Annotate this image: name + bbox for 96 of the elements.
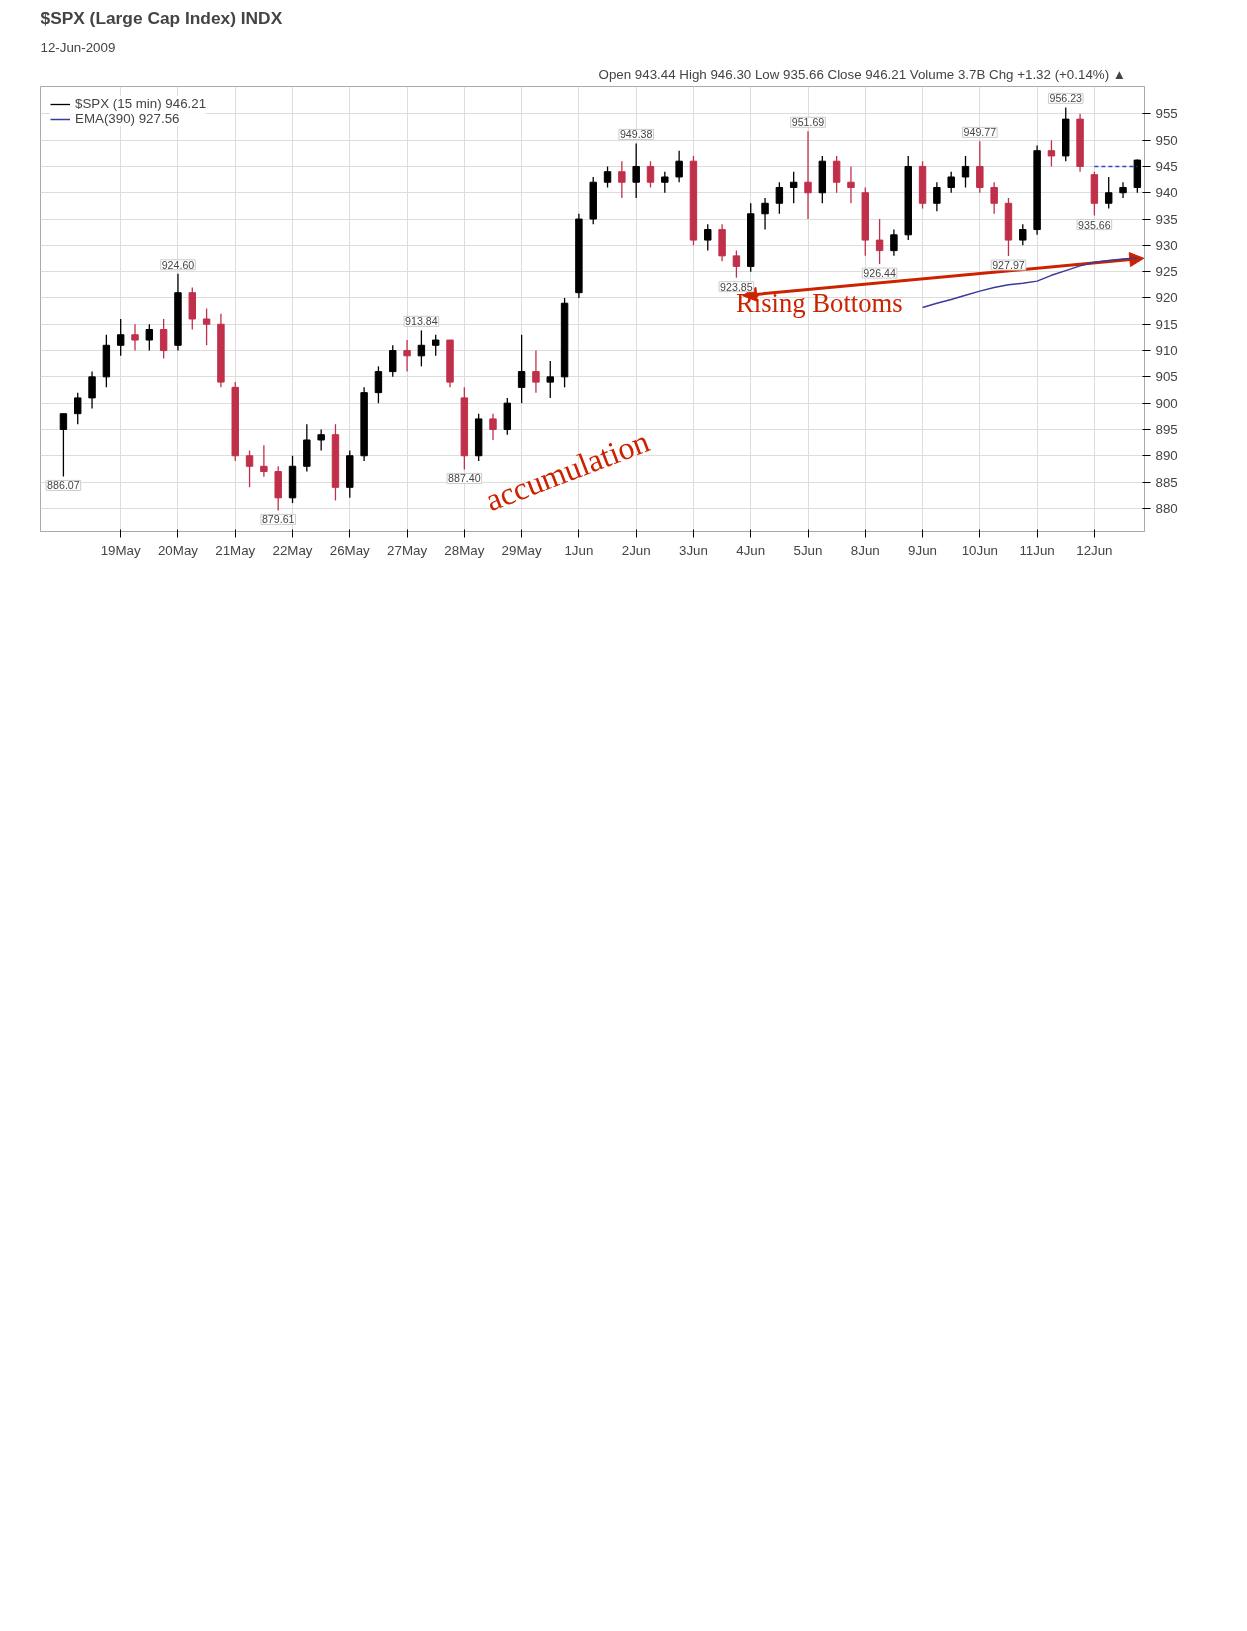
y-tick-label: 905 [1155, 369, 1178, 385]
candlestick [661, 171, 669, 194]
x-tick-label: 19May [100, 542, 142, 558]
candlestick [546, 360, 554, 399]
y-tick-label: 915 [1155, 316, 1178, 332]
x-tick-label: 29May [501, 542, 542, 558]
x-tick-label: 22May [272, 542, 313, 558]
candlestick [832, 155, 841, 194]
annotation: 935.66 [1078, 218, 1111, 231]
candlestick [131, 323, 139, 352]
candlestick [317, 428, 325, 452]
y-tick-label: 930 [1155, 237, 1178, 253]
y-tick-label: 920 [1155, 290, 1178, 306]
x-tick-label: 4Jun [736, 542, 766, 558]
x-tick-label: 9Jun [908, 542, 938, 558]
x-tick-label: 11Jun [1019, 542, 1055, 558]
candlestick [88, 370, 96, 410]
candlestick [875, 218, 884, 265]
candlestick [245, 449, 254, 488]
annotation: 924.60 [161, 258, 195, 271]
candlestick [417, 329, 426, 367]
candlestick [618, 160, 626, 199]
candlestick [847, 165, 855, 204]
x-tick-label: 8Jun [850, 542, 880, 558]
candlestick [532, 349, 540, 394]
candlestick [933, 181, 941, 212]
legend-label: EMA(390) 927.56 [75, 111, 180, 126]
y-tick-label: 940 [1155, 185, 1178, 201]
y-tick-label: 910 [1155, 343, 1178, 359]
candlestick [804, 130, 812, 220]
candlestick [761, 197, 769, 231]
y-tick-label: 890 [1155, 448, 1178, 464]
x-tick-label: 1Jun [564, 542, 594, 558]
candlestick [116, 318, 125, 357]
y-tick-label: 880 [1155, 500, 1178, 516]
annotation: 887.40 [448, 472, 481, 485]
candlestick [976, 140, 984, 194]
candlestick [403, 339, 411, 373]
candlestick [646, 160, 655, 189]
annotation: 949.38 [619, 128, 653, 141]
candlestick [260, 444, 268, 478]
x-tick-label: 27May [387, 542, 428, 558]
y-tick-label: 900 [1155, 395, 1178, 411]
x-tick-label: 10Jun [961, 542, 998, 558]
candlestick [603, 165, 612, 189]
candlestick [704, 223, 712, 252]
candlestick [59, 413, 68, 478]
chart-subtitle: 12-Jun-2009 [40, 39, 116, 55]
x-tick-label: 5Jun [793, 542, 823, 558]
y-tick-label: 945 [1155, 158, 1178, 174]
candlestick [990, 181, 998, 215]
candlestick [202, 307, 211, 346]
annotation: 886.07 [47, 479, 80, 492]
legend-label: $SPX (15 min) 946.21 [75, 96, 207, 111]
candlestick [675, 150, 683, 183]
x-tick-label: 21May [215, 542, 256, 558]
candlestick [374, 365, 383, 404]
x-tick-label: 3Jun [679, 542, 708, 558]
candlestick [431, 334, 440, 357]
x-tick-label: 2Jun [621, 542, 651, 558]
y-tick-label: 885 [1155, 474, 1178, 490]
x-tick-label: 12Jun [1076, 542, 1113, 558]
annotation: 926.44 [863, 267, 896, 280]
y-tick-label: 925 [1155, 264, 1178, 280]
candlestick [732, 249, 741, 279]
candlestick [961, 155, 970, 189]
candlestick [74, 391, 82, 425]
annotation: 949.77 [963, 126, 997, 139]
candlestick [1119, 181, 1127, 199]
candlestick [159, 318, 168, 360]
candlestick [1047, 139, 1056, 168]
candlestick [1104, 176, 1113, 210]
candlestick [632, 142, 640, 199]
y-tick-label: 935 [1155, 211, 1178, 227]
x-tick-label: 28May [444, 542, 485, 558]
chart-title: $SPX (Large Cap Index) INDX [40, 7, 283, 28]
candlestick [890, 228, 898, 257]
annotation: 879.61 [261, 513, 295, 526]
y-tick-label: 950 [1155, 132, 1178, 148]
x-tick-label: 20May [157, 542, 199, 558]
annotation: 927.97 [992, 259, 1025, 272]
candlestick [517, 334, 526, 404]
candlestick [145, 323, 154, 352]
annotation: 913.84 [405, 315, 438, 328]
candlestick [389, 344, 397, 378]
annotation: 923.85 [720, 280, 753, 293]
y-tick-label: 895 [1155, 421, 1178, 437]
candlestick [775, 181, 784, 215]
candlestick [947, 171, 955, 194]
annotation: 956.23 [1049, 92, 1083, 105]
x-tick-label: 26May [329, 542, 371, 558]
annotation: 951.69 [791, 116, 825, 129]
candlestick [789, 171, 798, 204]
text: Open 943.44 High 946.30 Low 935.66 Close 946.21 Volume 3.7B Chg +1.32 (+0.14%) ▲ [598, 66, 1126, 82]
y-tick-label: 955 [1155, 106, 1178, 122]
candlestick [1019, 223, 1027, 246]
